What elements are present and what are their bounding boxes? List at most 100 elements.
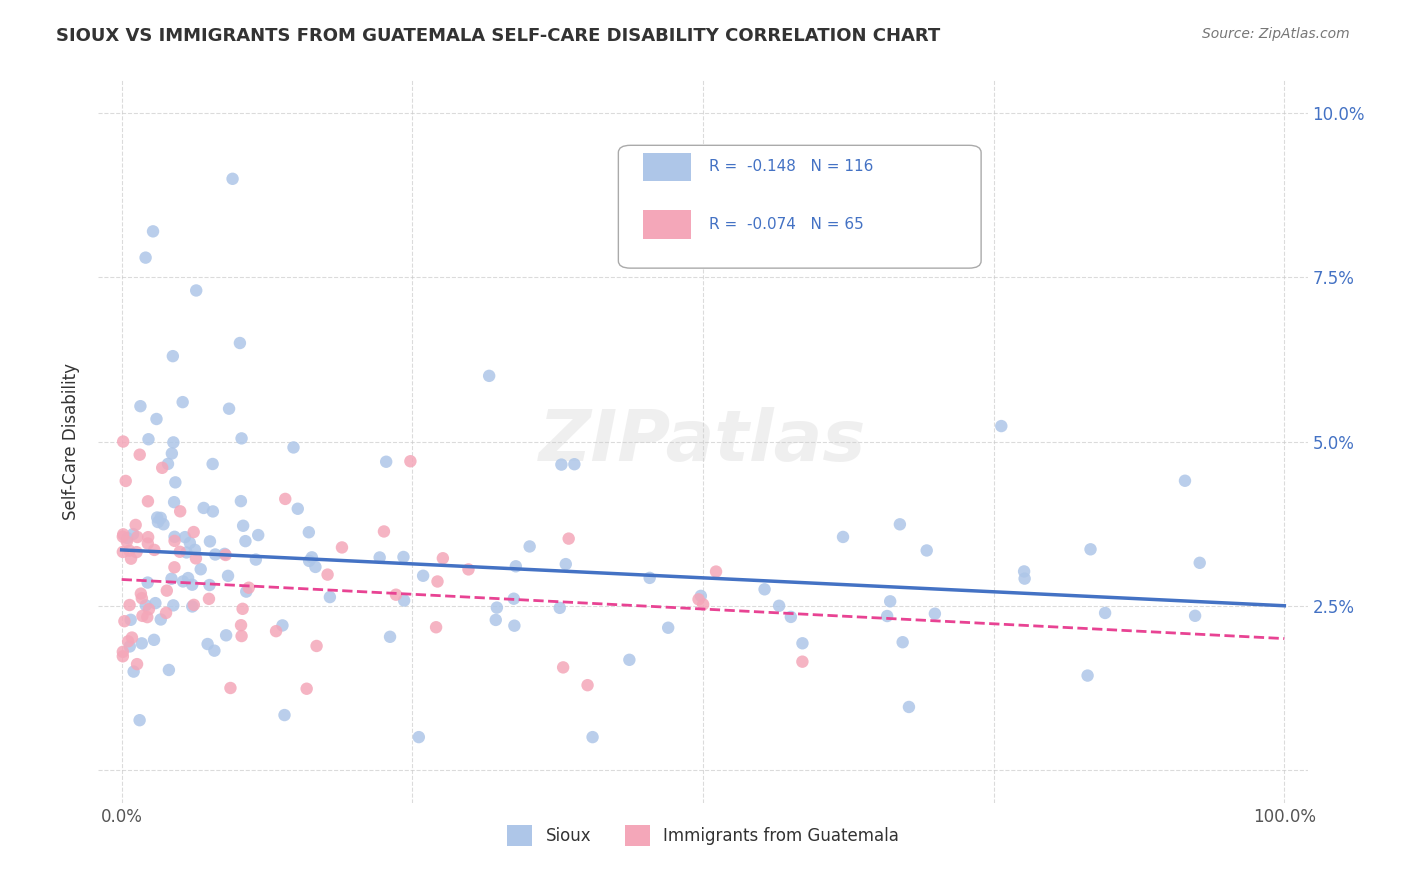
Immigrants from Guatemala bbox=[150, 460, 173, 475]
Sioux bbox=[519, 540, 541, 554]
Sioux bbox=[179, 536, 201, 550]
Immigrants from Guatemala bbox=[125, 657, 148, 672]
Immigrants from Guatemala bbox=[124, 517, 146, 532]
Immigrants from Guatemala bbox=[457, 562, 479, 576]
Sioux bbox=[136, 575, 159, 590]
Immigrants from Guatemala bbox=[169, 545, 191, 559]
Immigrants from Guatemala bbox=[121, 631, 143, 645]
Immigrants from Guatemala bbox=[156, 583, 179, 598]
Immigrants from Guatemala bbox=[143, 542, 166, 557]
Sioux bbox=[1012, 565, 1035, 579]
Sioux bbox=[221, 171, 243, 186]
Immigrants from Guatemala bbox=[704, 565, 727, 579]
Sioux bbox=[876, 609, 898, 624]
Sioux bbox=[235, 534, 257, 549]
Sioux bbox=[198, 578, 221, 592]
Sioux bbox=[319, 590, 342, 604]
Text: SIOUX VS IMMIGRANTS FROM GUATEMALA SELF-CARE DISABILITY CORRELATION CHART: SIOUX VS IMMIGRANTS FROM GUATEMALA SELF-… bbox=[56, 27, 941, 45]
Sioux bbox=[122, 665, 145, 679]
Immigrants from Guatemala bbox=[131, 591, 153, 606]
Immigrants from Guatemala bbox=[112, 614, 135, 628]
Sioux bbox=[172, 395, 194, 409]
Sioux bbox=[287, 501, 309, 516]
Sioux bbox=[160, 572, 183, 586]
Sioux bbox=[135, 599, 157, 613]
Sioux bbox=[160, 446, 183, 460]
Immigrants from Guatemala bbox=[131, 608, 153, 623]
Sioux bbox=[990, 419, 1012, 434]
Immigrants from Guatemala bbox=[688, 592, 710, 607]
Sioux bbox=[152, 517, 174, 532]
Sioux bbox=[505, 559, 527, 574]
Sioux bbox=[298, 525, 321, 540]
Sioux bbox=[1184, 608, 1206, 623]
Sioux bbox=[298, 554, 321, 568]
Sioux bbox=[503, 618, 526, 632]
Sioux bbox=[889, 517, 911, 532]
Sioux bbox=[247, 528, 270, 542]
Sioux bbox=[218, 401, 240, 416]
Immigrants from Guatemala bbox=[136, 494, 159, 508]
Sioux bbox=[232, 518, 254, 533]
Sioux bbox=[172, 574, 194, 589]
Sioux bbox=[162, 435, 184, 450]
Immigrants from Guatemala bbox=[183, 598, 205, 612]
Sioux bbox=[190, 562, 212, 576]
Sioux bbox=[181, 577, 204, 591]
Immigrants from Guatemala bbox=[238, 581, 260, 595]
Sioux bbox=[485, 600, 508, 615]
Immigrants from Guatemala bbox=[114, 474, 136, 488]
Immigrants from Guatemala bbox=[692, 598, 714, 612]
Immigrants from Guatemala bbox=[231, 629, 253, 643]
Sioux bbox=[368, 550, 391, 565]
Sioux bbox=[215, 628, 238, 642]
Sioux bbox=[163, 530, 186, 544]
Sioux bbox=[924, 607, 946, 621]
Sioux bbox=[177, 571, 200, 585]
Sioux bbox=[619, 653, 641, 667]
Immigrants from Guatemala bbox=[115, 534, 138, 549]
Sioux bbox=[129, 399, 152, 413]
Immigrants from Guatemala bbox=[120, 551, 142, 566]
Sioux bbox=[897, 700, 920, 714]
Immigrants from Guatemala bbox=[129, 587, 152, 601]
Immigrants from Guatemala bbox=[136, 536, 159, 550]
Sioux bbox=[891, 635, 914, 649]
Immigrants from Guatemala bbox=[155, 606, 177, 620]
Sioux bbox=[550, 458, 572, 472]
Sioux bbox=[197, 637, 219, 651]
Sioux bbox=[186, 284, 208, 298]
Immigrants from Guatemala bbox=[557, 532, 579, 546]
Sioux bbox=[392, 549, 415, 564]
Sioux bbox=[273, 708, 295, 723]
Text: Source: ZipAtlas.com: Source: ZipAtlas.com bbox=[1202, 27, 1350, 41]
Immigrants from Guatemala bbox=[219, 681, 242, 695]
Immigrants from Guatemala bbox=[169, 504, 191, 518]
Immigrants from Guatemala bbox=[184, 551, 207, 566]
Immigrants from Guatemala bbox=[183, 524, 205, 539]
Sioux bbox=[131, 636, 153, 650]
Immigrants from Guatemala bbox=[264, 624, 287, 639]
Sioux bbox=[1174, 474, 1197, 488]
Immigrants from Guatemala bbox=[385, 588, 408, 602]
Sioux bbox=[478, 368, 501, 383]
Sioux bbox=[149, 511, 172, 525]
Sioux bbox=[193, 500, 215, 515]
Sioux bbox=[548, 600, 571, 615]
Immigrants from Guatemala bbox=[118, 543, 141, 558]
Text: ZIPatlas: ZIPatlas bbox=[540, 407, 866, 476]
Sioux bbox=[485, 613, 508, 627]
Sioux bbox=[1080, 542, 1102, 557]
Immigrants from Guatemala bbox=[553, 660, 575, 674]
Immigrants from Guatemala bbox=[274, 491, 297, 506]
Sioux bbox=[412, 568, 434, 582]
Sioux bbox=[128, 713, 150, 727]
Sioux bbox=[162, 599, 184, 613]
Immigrants from Guatemala bbox=[125, 545, 148, 559]
Immigrants from Guatemala bbox=[138, 602, 160, 616]
FancyBboxPatch shape bbox=[643, 153, 690, 181]
Sioux bbox=[145, 412, 167, 426]
Immigrants from Guatemala bbox=[127, 530, 149, 544]
Immigrants from Guatemala bbox=[198, 591, 221, 606]
Sioux bbox=[201, 504, 224, 518]
